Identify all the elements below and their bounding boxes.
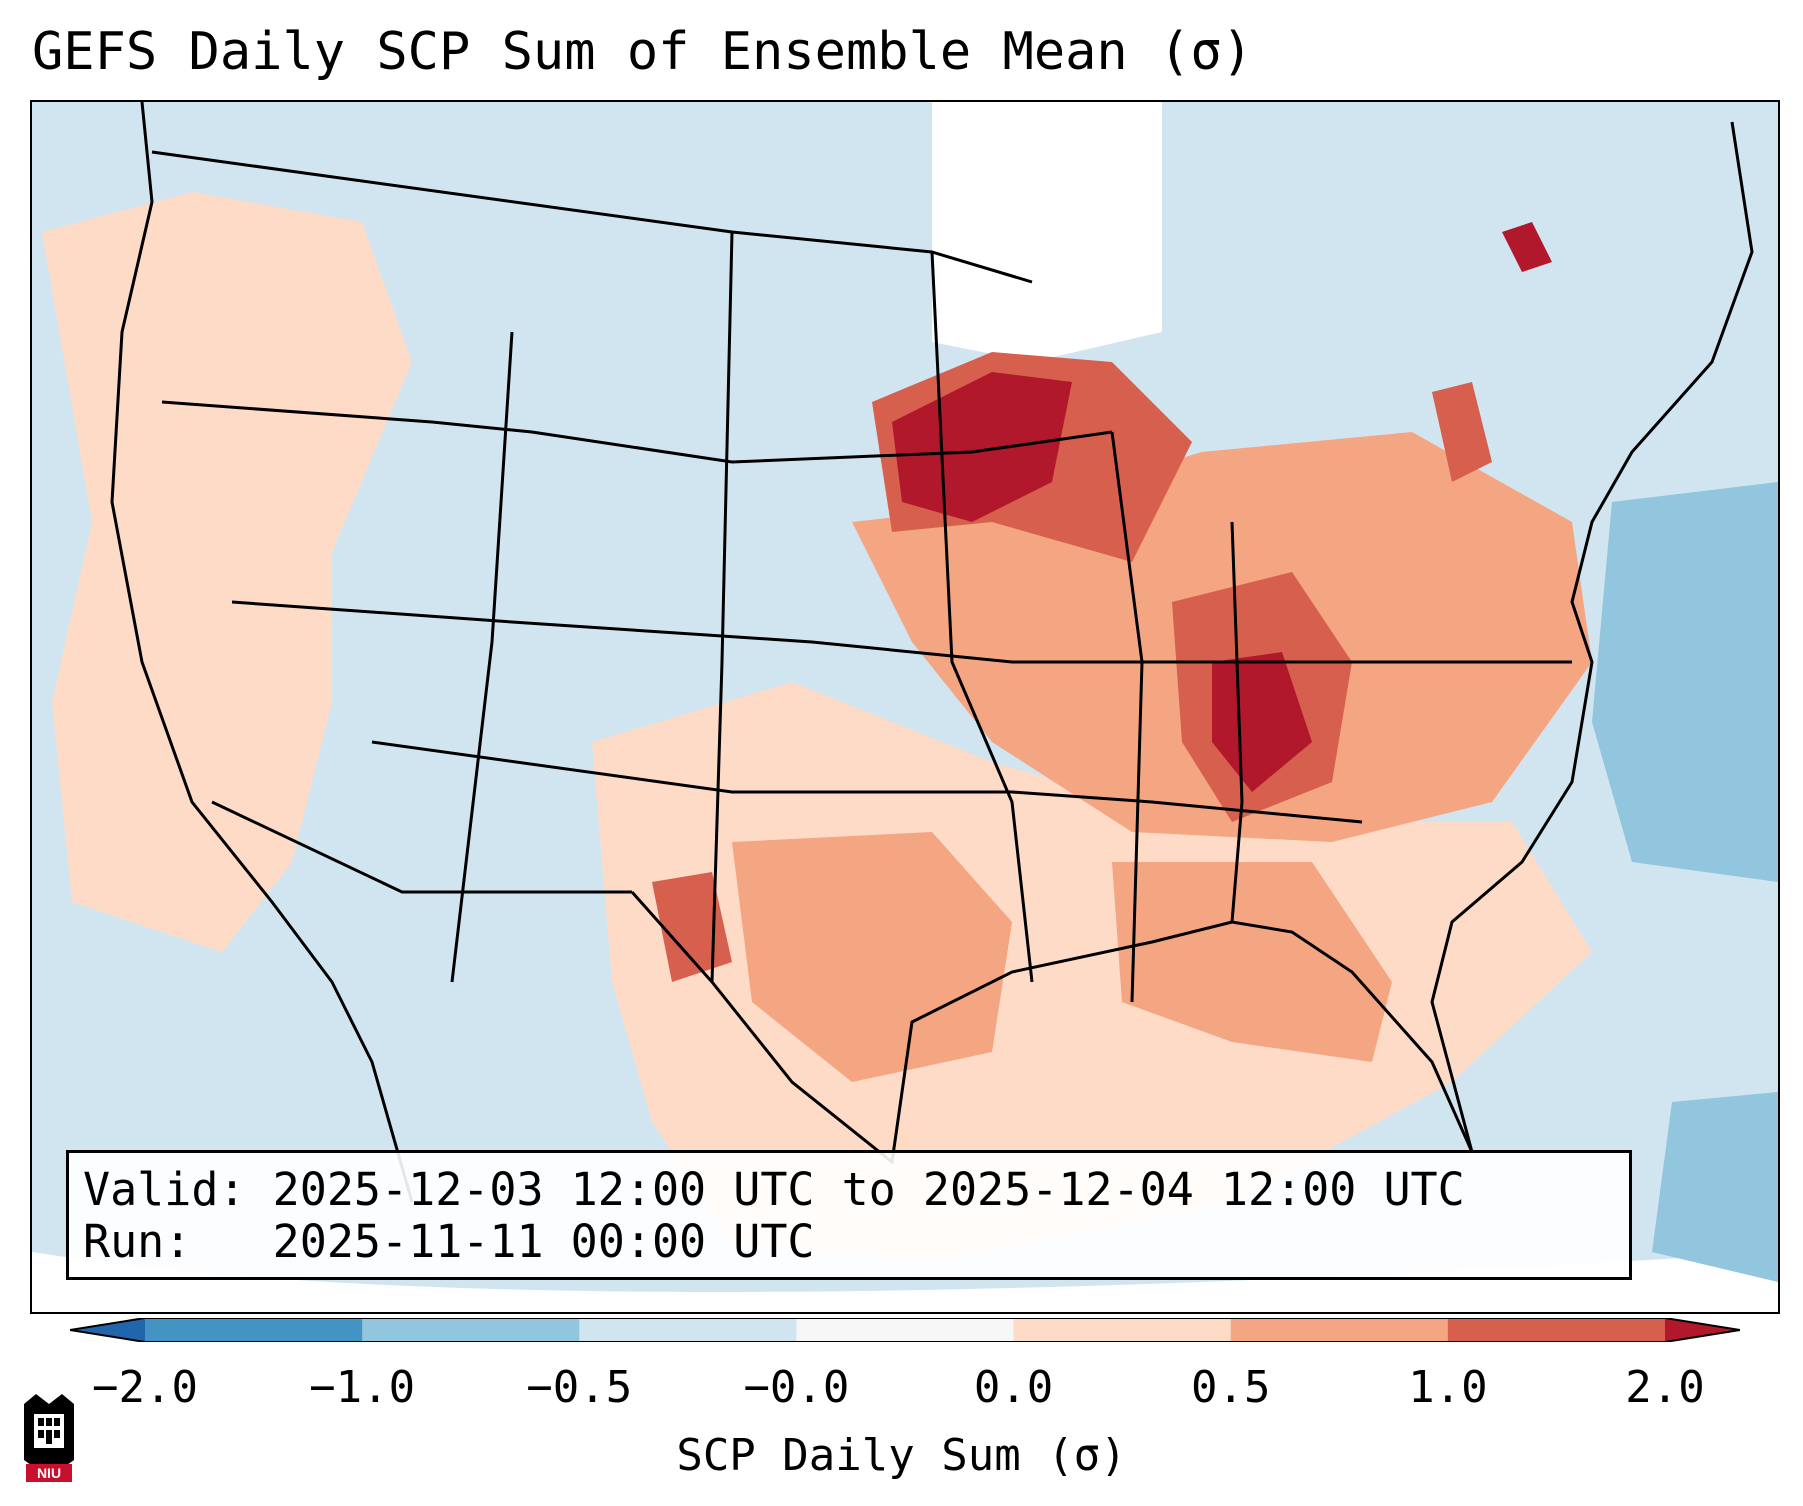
region-texas-moderate: [732, 832, 1012, 1082]
map-title: GEFS Daily SCP Sum of Ensemble Mean (σ): [32, 22, 1253, 82]
colorbar-segment: [362, 1318, 580, 1342]
state-border-vertical-4: [1110, 431, 1144, 1003]
state-border-north: [161, 400, 1113, 464]
us-canada-border: [151, 150, 1033, 284]
map-canvas: [32, 102, 1778, 1312]
colorbar-segment: [796, 1318, 1015, 1342]
valid-value: 2025-12-03 12:00 UTC to 2025-12-04 12:00…: [272, 1163, 1465, 1216]
run-line: Run: 2025-11-11 00:00 UTC: [83, 1215, 815, 1268]
region-caribbean-offshore: [1652, 1092, 1778, 1282]
run-value: 2025-11-11 00:00 UTC: [272, 1215, 815, 1268]
state-border-vertical-5: [1230, 521, 1244, 923]
colorbar-tick-label: 0.0: [973, 1362, 1054, 1413]
colorbar-segment: [1447, 1318, 1666, 1342]
colorbar-tick-label: 1.0: [1408, 1362, 1488, 1413]
valid-label: Valid:: [83, 1163, 246, 1216]
state-border-middle: [231, 600, 1572, 664]
colorbar-segment: [1013, 1318, 1232, 1342]
colorbar-segments: [145, 1318, 1666, 1342]
logo-text: NIU: [37, 1465, 61, 1481]
state-border-vertical-1: [450, 331, 514, 983]
colorbar-segment: [579, 1318, 797, 1342]
coastlines-and-borders: [110, 102, 1754, 1203]
us-mexico-border: [211, 800, 632, 894]
colorbar-segment: [145, 1318, 363, 1342]
no-data-area: [932, 102, 1162, 362]
state-border-vertical-2: [710, 231, 734, 983]
state-border-vertical-3: [930, 251, 1034, 983]
region-quebec: [1432, 382, 1492, 482]
colorbar-tick-label: −0.5: [526, 1362, 633, 1413]
region-minnesota-max: [892, 372, 1072, 522]
projection-edge: [32, 1252, 1778, 1312]
west-coastline: [110, 102, 414, 1203]
region-west-coast: [42, 192, 412, 952]
colorbar-tick-label: −1.0: [309, 1362, 416, 1413]
region-southeast: [1112, 862, 1392, 1062]
colorbar-segment: [1230, 1318, 1449, 1342]
colorbar-tick-label: 2.0: [1625, 1362, 1705, 1413]
colorbar-under-arrow: [70, 1318, 145, 1342]
east-coastline: [1430, 121, 1754, 1153]
run-label: Run:: [83, 1215, 192, 1268]
valid-run-info-box: Valid: 2025-12-03 12:00 UTC to 2025-12-0…: [66, 1150, 1632, 1280]
region-quebec-max: [1502, 222, 1552, 272]
state-border-south: [371, 740, 1363, 824]
valid-line: Valid: 2025-12-03 12:00 UTC to 2025-12-0…: [83, 1163, 1465, 1216]
colorbar: [70, 1318, 1740, 1342]
map-panel: [30, 100, 1780, 1314]
gulf-coastline: [630, 891, 1474, 1165]
colorbar-over-arrow: [1665, 1318, 1740, 1342]
colorbar-label: SCP Daily Sum (σ): [676, 1430, 1127, 1481]
colorbar-tick-label: 0.5: [1190, 1362, 1271, 1413]
colorbar-tick-label: −0.0: [743, 1362, 850, 1413]
colorbar-tick-label: −2.0: [92, 1362, 198, 1413]
niu-logo-icon: NIU: [24, 1394, 74, 1482]
region-atlantic-offshore: [1592, 482, 1778, 882]
